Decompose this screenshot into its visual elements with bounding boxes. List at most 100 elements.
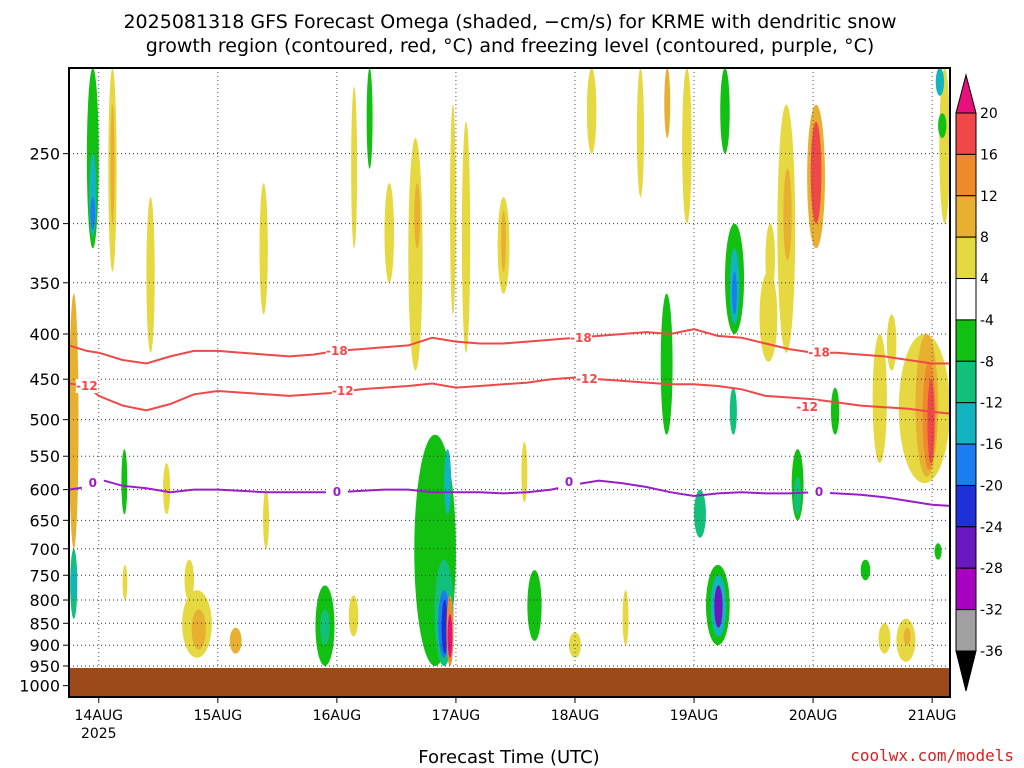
omega-cell-76 [935,68,945,96]
omega-cell-31 [447,614,453,658]
contour-label-0-3: 0 [815,485,823,499]
contour-label-bg-2-0 [81,476,104,491]
ground-surface [69,667,950,697]
contour-label-bg-2-2 [558,474,581,489]
omega-cell-7 [110,104,115,224]
colorbar-bin-13 [955,609,977,652]
omega-cell-54 [729,387,737,435]
omega-cell-37 [521,442,528,503]
contour-label--18-1: -18 [570,331,592,345]
y-tick-label-250: 250 [29,145,60,164]
omega-cell-20 [348,595,359,637]
contour-line--18 [69,328,950,365]
omega-cell-11 [163,463,171,515]
plot-frame [68,67,951,698]
y-tick-label-500: 500 [29,411,60,430]
y-tick-label-800: 800 [29,591,60,610]
colorbar-bin-2 [955,153,977,197]
omega-cell-32 [444,449,452,515]
omega-cell-68 [886,314,897,371]
omega-cell-5 [90,197,96,230]
omega-cell-38 [527,570,542,641]
omega-cell-74 [927,379,935,464]
omega-cell-75 [939,68,950,224]
omega-cell-55 [759,271,778,362]
colorbar-tick-label-4: 4 [980,272,989,288]
x-tick-label-19AUG: 19AUG [670,708,719,724]
y-tick-label-400: 400 [29,325,60,344]
omega-cell-36 [501,210,506,272]
contour-label--18-0: -18 [326,344,348,358]
colorbar-tick-label-11: -28 [980,561,1003,577]
x-tick-label-17AUG: 17AUG [432,708,481,724]
omega-cell-60 [794,476,802,515]
y-tick-label-650: 650 [29,511,60,530]
contour-label-bg-2-3 [808,485,831,500]
colorbar-bin-5 [955,278,977,321]
contour-label-bg-0-2 [808,345,831,360]
contour-line--12 [69,376,950,415]
omega-cell-41 [622,590,629,646]
omega-cell-23 [384,183,395,283]
colorbar-bin-9 [955,443,977,486]
colorbar-bin-1 [955,112,977,155]
omega-cell-10 [146,197,155,353]
omega-cell-13 [191,609,206,650]
omega-cell-25 [414,183,421,249]
contour-label-bg-1-0 [75,378,98,393]
omega-cell-45 [682,68,692,224]
contour-label--12-3: -12 [796,400,818,414]
omega-cell-15 [229,627,242,654]
omega-cell-2 [71,564,77,601]
omega-cell-43 [664,68,671,138]
x-tick-label-21AUG: 21AUG [908,708,957,724]
colorbar-tick-label-8: -16 [980,437,1003,453]
contour-label--12-2: -12 [576,372,598,386]
contour-label-bg-0-0 [325,343,348,358]
contour-label-bg-0-1 [569,330,592,345]
contour-label-bg-2-1 [325,485,348,500]
y-tick-label-850: 850 [29,614,60,633]
omega-cell-21 [351,86,358,249]
y-tick-label-450: 450 [29,370,60,389]
omega-cell-53 [732,271,737,315]
omega-cell-66 [872,334,887,464]
colorbar-bin-6 [955,319,977,362]
x-tick-label-20AUG: 20AUG [789,708,838,724]
omega-cell-44 [660,293,673,435]
omega-cell-33 [449,104,456,315]
colorbar-tick-label-10: -24 [980,520,1003,536]
omega-cell-19 [320,609,330,646]
colorbar-tick-label-12: -32 [980,603,1003,619]
omega-cell-78 [934,543,942,560]
y-tick-label-950: 950 [29,657,60,676]
contour-label-0-0: 0 [89,476,97,490]
x-tick-label-15AUG: 15AUG [194,708,243,724]
contour-label-bg-1-1 [331,383,354,398]
plot-area: -18 -18 -18 -12 -12 -12 -12 0 0 0 0 [69,68,950,697]
y-tick-label-900: 900 [29,636,60,655]
credit-link[interactable]: coolwx.com/models [850,746,1014,765]
omega-cell-29 [441,600,448,654]
omega-cell-49 [714,585,723,628]
contour-label--12-1: -12 [332,384,354,398]
colorbar-tick-label-3: 8 [980,230,989,246]
plot-inner: -18 -18 -18 -12 -12 -12 -12 0 0 0 0 [69,68,950,697]
colorbar-bottom-arrow [955,650,977,692]
colorbar-bin-7 [955,360,977,404]
chart-title-line-2: growth region (contoured, red, °C) and f… [146,35,875,57]
contour-label--18-2: -18 [808,346,830,360]
omega-cell-40 [586,68,597,154]
omega-cell-34 [461,121,471,353]
colorbar-tick-label-0: 20 [980,106,998,122]
colorbar-tick-label-13: -36 [980,644,1003,660]
x-year-label: 2025 [81,726,117,742]
omega-cell-17 [263,489,270,549]
contour-label-0-2: 0 [565,475,573,489]
colorbar-bin-12 [955,567,977,611]
omega-cell-42 [636,68,645,198]
contour-label-0-1: 0 [333,485,341,499]
y-tick-label-600: 600 [29,481,60,500]
contour-label-bg-1-2 [575,372,598,387]
